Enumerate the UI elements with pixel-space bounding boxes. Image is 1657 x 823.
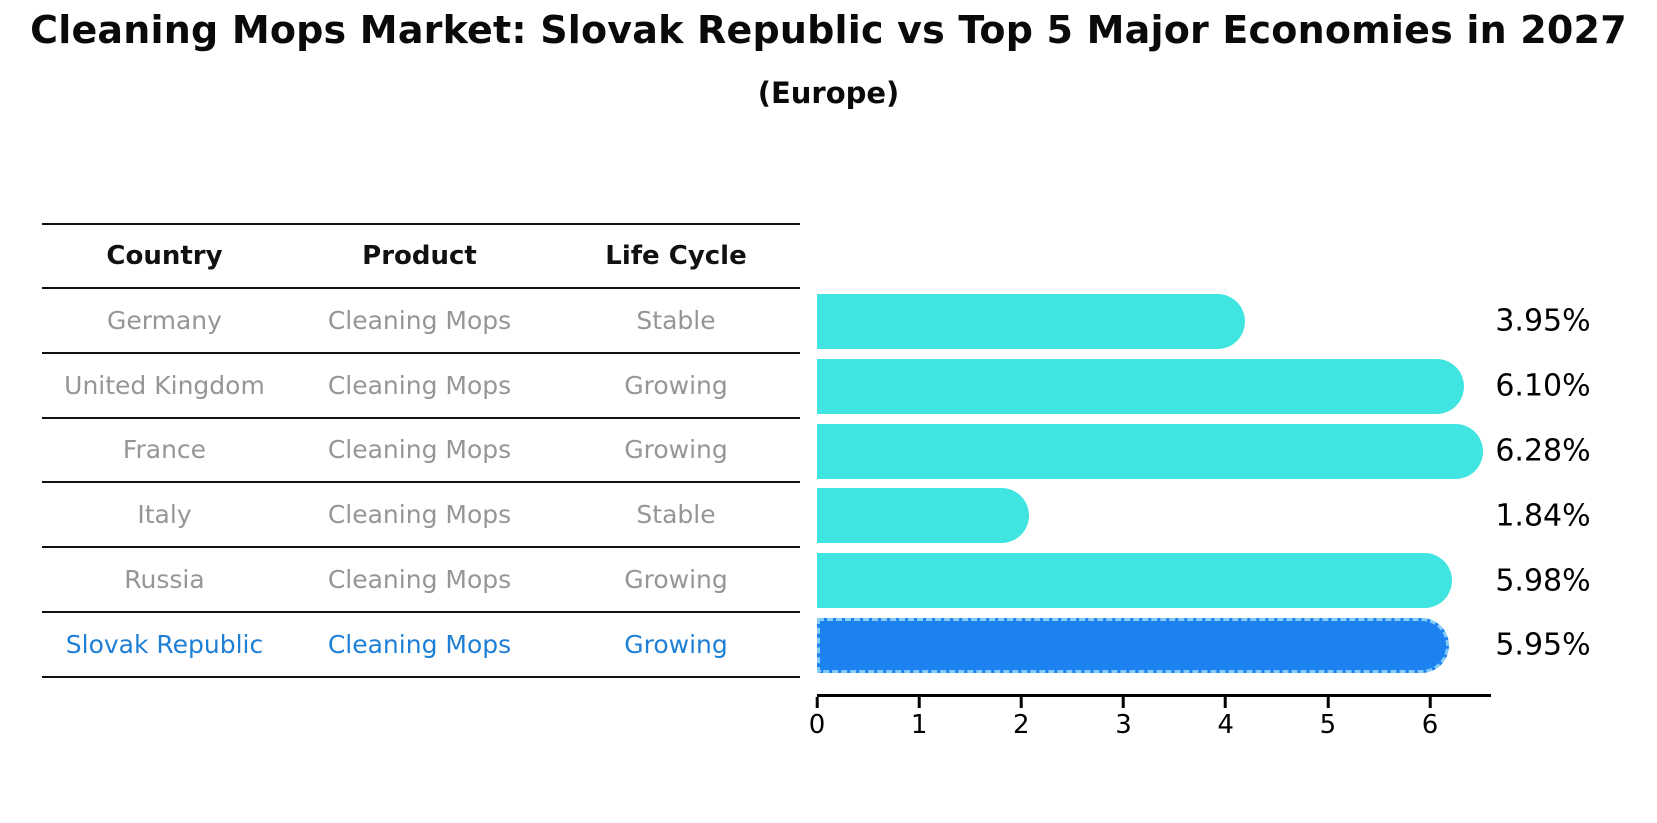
tick-label: 0 (808, 710, 826, 740)
table-row-italy: Italy Cleaning Mops Stable (42, 482, 800, 549)
bar-france (817, 423, 1483, 479)
bar-slovak-republic (817, 617, 1449, 673)
comparison-table: Country Product Life Cycle Germany Clean… (42, 223, 800, 678)
tick-label: 5 (1319, 710, 1337, 740)
header-cell-life-cycle: Life Cycle (552, 224, 800, 289)
cell-life-cycle: Growing (552, 611, 800, 678)
tick-mark (1326, 697, 1330, 708)
cell-country: Russia (42, 547, 287, 613)
tick-mark (917, 697, 921, 708)
table-row-germany: Germany Cleaning Mops Stable (42, 288, 800, 354)
x-tick-6: 6 (1421, 697, 1439, 740)
cell-life-cycle: Growing (552, 547, 800, 613)
tick-label: 2 (1013, 710, 1030, 740)
header-cell-country: Country (42, 224, 287, 289)
value-label: 1.84% (1495, 498, 1591, 534)
cell-country: Germany (42, 288, 287, 354)
cell-country: France (42, 417, 287, 484)
tick-mark (815, 697, 819, 708)
x-tick-2: 2 (1013, 697, 1030, 740)
cell-life-cycle: Stable (552, 482, 800, 549)
x-axis-line (817, 694, 1491, 697)
cell-product: Cleaning Mops (287, 288, 552, 354)
cell-life-cycle: Growing (552, 417, 800, 484)
value-label: 6.10% (1495, 368, 1591, 404)
table-row-france: France Cleaning Mops Growing (42, 417, 800, 484)
table-row-slovak-republic: Slovak Republic Cleaning Mops Growing (42, 611, 800, 678)
tick-mark (1224, 697, 1228, 708)
cell-life-cycle: Stable (552, 288, 800, 354)
table-row-russia: Russia Cleaning Mops Growing (42, 547, 800, 613)
value-label: 5.95% (1495, 627, 1591, 663)
tick-label: 4 (1217, 710, 1234, 740)
tick-label: 1 (910, 710, 928, 740)
tick-mark (1428, 697, 1432, 708)
cell-country: Italy (42, 482, 287, 549)
bar-united-kingdom (817, 358, 1465, 414)
cell-product: Cleaning Mops (287, 482, 552, 549)
value-label: 6.28% (1495, 433, 1591, 469)
x-tick-4: 4 (1217, 697, 1234, 740)
tick-mark (1019, 697, 1023, 708)
cell-country: Slovak Republic (42, 611, 287, 678)
bar-russia (817, 553, 1452, 609)
table-row-united-kingdom: United Kingdom Cleaning Mops Growing (42, 352, 800, 419)
bar-italy (817, 488, 1029, 544)
x-tick-0: 0 (808, 697, 826, 740)
header-cell-product: Product (287, 224, 552, 289)
tick-label: 3 (1115, 710, 1132, 740)
tick-label: 6 (1421, 710, 1439, 740)
cell-product: Cleaning Mops (287, 547, 552, 613)
value-label: 3.95% (1495, 303, 1591, 339)
cell-product: Cleaning Mops (287, 417, 552, 484)
page-subtitle: (Europe) (757, 76, 900, 110)
x-tick-1: 1 (910, 697, 928, 740)
cell-country: United Kingdom (42, 352, 287, 419)
value-label: 5.98% (1495, 563, 1591, 599)
cell-product: Cleaning Mops (287, 611, 552, 678)
cell-product: Cleaning Mops (287, 352, 552, 419)
x-tick-3: 3 (1115, 697, 1132, 740)
bar-germany (817, 293, 1245, 349)
cell-life-cycle: Growing (552, 352, 800, 419)
tick-mark (1121, 697, 1125, 708)
page-title: Cleaning Mops Market: Slovak Republic vs… (30, 8, 1627, 52)
table-header-row: Country Product Life Cycle (42, 224, 800, 289)
x-tick-5: 5 (1319, 697, 1337, 740)
